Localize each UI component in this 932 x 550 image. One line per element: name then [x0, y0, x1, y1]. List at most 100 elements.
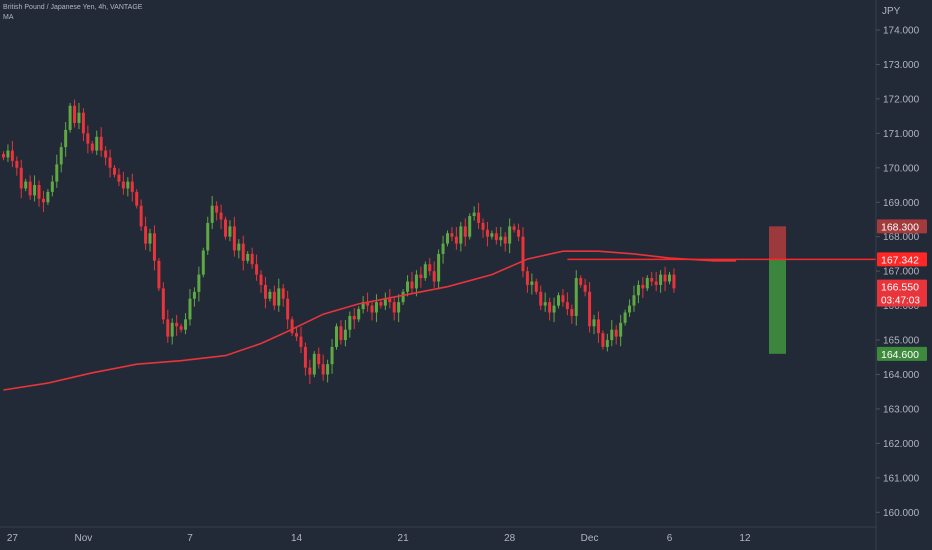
candle — [623, 309, 627, 326]
candle — [317, 347, 321, 369]
candle-body — [432, 271, 436, 282]
candle — [321, 354, 325, 381]
candle — [614, 325, 618, 345]
currency-label: JPY — [882, 6, 901, 17]
candle-body — [561, 295, 565, 303]
take-profit-zone[interactable] — [769, 259, 786, 354]
candle-body — [663, 274, 667, 282]
candle-body — [90, 143, 94, 151]
candle-body — [10, 150, 14, 161]
y-tick-label: 174.000 — [883, 26, 920, 37]
candle-body — [406, 281, 410, 292]
candle-body — [650, 278, 654, 282]
candle-body — [286, 298, 290, 320]
candle-body — [530, 281, 534, 285]
candle — [139, 199, 143, 231]
candle-body — [410, 281, 414, 289]
candle — [672, 268, 676, 293]
position-zones[interactable] — [769, 226, 786, 354]
candle-body — [374, 302, 378, 313]
candle — [659, 270, 663, 293]
candle-body — [59, 147, 63, 165]
indicator-label[interactable]: MA — [3, 14, 14, 21]
candle-body — [485, 229, 489, 237]
candle — [108, 149, 112, 178]
candle — [241, 235, 245, 271]
candle — [534, 278, 538, 295]
candle — [463, 218, 467, 247]
candle-body — [623, 312, 627, 323]
candle — [192, 287, 196, 307]
candle — [450, 227, 454, 242]
symbol-title[interactable]: British Pound / Japanese Yen, 4h, VANTAG… — [3, 4, 143, 11]
price-tags: 168.300 167.342 166.550 03:47:03 164.600 — [877, 219, 927, 361]
candle — [668, 271, 671, 285]
candle — [557, 292, 560, 309]
candle — [113, 165, 116, 178]
candle — [19, 159, 23, 199]
candle-body — [574, 278, 578, 316]
candle — [472, 206, 476, 221]
candle — [525, 266, 529, 293]
candle-body — [330, 346, 334, 365]
candle — [410, 271, 414, 295]
candle — [477, 202, 481, 230]
candle — [343, 320, 347, 347]
candle — [250, 247, 254, 269]
candle — [379, 299, 383, 309]
candle — [330, 339, 334, 374]
candle-body — [370, 305, 374, 313]
candle — [232, 216, 236, 257]
stop-loss-zone[interactable] — [769, 226, 786, 260]
candle — [295, 326, 299, 342]
candle — [37, 180, 41, 207]
x-tick-label: 27 — [7, 533, 19, 544]
candle-body — [596, 319, 600, 334]
candle — [619, 314, 623, 347]
candle-body — [454, 236, 458, 244]
candle — [348, 311, 352, 338]
candle-body — [24, 181, 28, 189]
candle — [188, 289, 192, 326]
y-tick-label: 162.000 — [883, 439, 920, 450]
candle — [68, 103, 72, 133]
candle-body — [672, 274, 676, 289]
candle — [628, 299, 632, 317]
candle-body — [175, 322, 179, 327]
candle-body — [55, 164, 59, 182]
level-tag-text: 167.342 — [881, 254, 919, 266]
candle-body — [521, 236, 525, 272]
y-tick-label: 169.000 — [883, 198, 920, 209]
level-tag-bg — [877, 252, 927, 267]
candle-body — [95, 136, 99, 151]
candle-body — [232, 226, 236, 251]
candle-body — [192, 291, 196, 299]
candle-body — [468, 216, 472, 237]
candle-body — [312, 353, 316, 375]
candle-body — [477, 212, 481, 223]
candle-body — [481, 222, 485, 230]
candle-body — [588, 291, 592, 327]
candle-body — [64, 129, 68, 148]
candle — [481, 218, 485, 238]
time-axis[interactable]: 27 Nov 7 14 21 28 Dec 6 12 — [7, 533, 751, 544]
x-tick-label: 7 — [187, 533, 193, 544]
stop-loss-tag: 168.300 — [877, 219, 927, 234]
candle-body — [392, 302, 396, 313]
candle-body — [28, 181, 32, 196]
candle — [468, 213, 472, 240]
candle-body — [517, 229, 521, 237]
candle — [388, 289, 392, 309]
candle-body — [188, 298, 192, 320]
candle-body — [206, 222, 210, 251]
candle — [2, 151, 5, 161]
candle — [370, 301, 374, 321]
candle-body — [619, 322, 623, 337]
candle — [392, 297, 396, 321]
candle — [539, 285, 543, 311]
candle-body — [339, 326, 343, 341]
price-axis[interactable]: 174.000 173.000 172.000 171.000 170.000 169.0… — [876, 26, 920, 519]
take-profit-tag-text: 164.600 — [881, 349, 919, 361]
candle — [397, 294, 401, 323]
